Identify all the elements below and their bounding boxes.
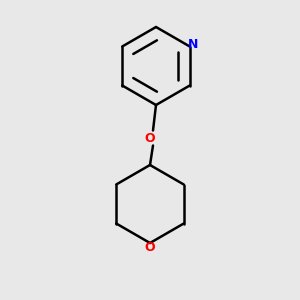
Text: N: N xyxy=(188,38,198,52)
Text: O: O xyxy=(145,131,155,145)
Text: O: O xyxy=(145,241,155,254)
